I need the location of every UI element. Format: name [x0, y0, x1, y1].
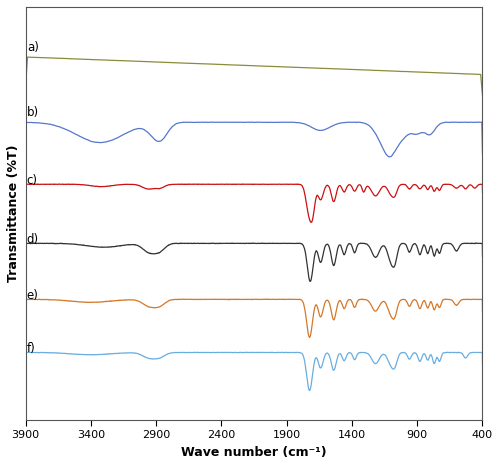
Text: d): d) — [27, 233, 39, 246]
Text: c): c) — [27, 174, 38, 187]
Text: b): b) — [27, 106, 39, 119]
X-axis label: Wave number (cm⁻¹): Wave number (cm⁻¹) — [181, 446, 327, 459]
Text: e): e) — [27, 289, 38, 302]
Text: f): f) — [27, 342, 36, 355]
Text: a): a) — [27, 41, 38, 54]
Y-axis label: Transmittance (%T): Transmittance (%T) — [7, 145, 20, 282]
